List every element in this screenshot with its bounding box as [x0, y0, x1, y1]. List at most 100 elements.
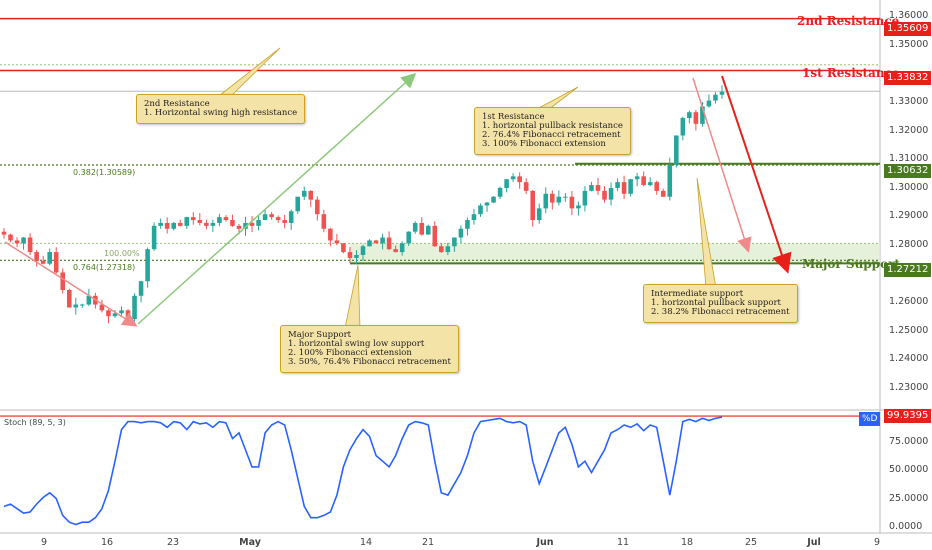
candle-body	[295, 196, 301, 212]
candle-body	[53, 252, 59, 273]
candle-body	[80, 304, 85, 306]
candle-body	[86, 295, 92, 305]
candle-body	[132, 295, 137, 320]
candle-body	[256, 220, 261, 226]
candle-body	[360, 246, 366, 255]
candle-body	[497, 187, 503, 197]
candle-body	[288, 211, 294, 223]
date-tick: 11	[616, 537, 630, 548]
candle-body	[543, 193, 549, 209]
price-tick: 1.35000	[889, 39, 929, 50]
stoch-tick: 75.0000	[889, 436, 929, 447]
candle-body	[269, 214, 274, 218]
major-support-note[interactable]: Major Support 1. horizontal swing low su…	[280, 325, 459, 373]
candle-body	[399, 243, 405, 253]
candle-body	[315, 199, 320, 215]
candle-body	[504, 179, 509, 188]
date-tick: May	[239, 537, 261, 548]
candle-body	[419, 222, 425, 235]
candle-body	[367, 240, 372, 247]
candle-body	[615, 182, 620, 188]
candle-body	[243, 222, 248, 229]
candle-body	[347, 252, 353, 258]
candle-body	[647, 182, 653, 186]
date-tick: 23	[166, 537, 180, 548]
date-tick: 18	[680, 537, 694, 548]
candle-body	[634, 176, 640, 180]
candle-body	[530, 190, 535, 221]
candle-body	[14, 240, 20, 244]
candle-body	[667, 164, 673, 197]
major-support-price-tag: 1.27212	[884, 263, 932, 277]
price-tick: 1.26000	[889, 296, 929, 307]
candle-body	[628, 179, 633, 194]
major-support-label: Major Support	[802, 257, 900, 271]
date-tick: 25	[744, 537, 758, 548]
candle-body	[445, 246, 451, 253]
candle-body	[308, 190, 314, 200]
candle-body	[230, 220, 235, 226]
candle-body	[556, 196, 562, 203]
candle-body	[106, 310, 111, 317]
first-resistance-note[interactable]: 1st Resistance 1. horizontal pullback re…	[474, 107, 631, 155]
candle-body	[478, 205, 483, 215]
uptrend-arrow	[137, 72, 417, 325]
candle-body	[151, 225, 157, 250]
candle-body	[386, 237, 392, 250]
fib-0382-label: 0.382(1.30589)	[73, 168, 136, 177]
candle-body	[223, 217, 229, 221]
candle-body	[393, 249, 398, 253]
candle-body	[373, 240, 379, 244]
date-tick: 9	[873, 537, 881, 548]
candle-body	[706, 100, 712, 107]
date-tick: 16	[100, 537, 114, 548]
stoch-current-tag: 99.9395	[884, 409, 932, 423]
candle-body	[138, 281, 144, 296]
candle-body	[321, 214, 327, 229]
pullback-arrow	[692, 77, 752, 253]
candle-body	[177, 222, 183, 226]
candle-body	[582, 190, 588, 206]
price-tick: 1.25000	[889, 325, 929, 336]
second-resistance-note[interactable]: 2nd Resistance 1. Horizontal swing high …	[136, 94, 306, 124]
candle-body	[99, 304, 105, 311]
candle-body	[282, 220, 287, 223]
candle-body	[40, 260, 46, 264]
candle-body	[569, 196, 575, 209]
candle-body	[491, 196, 496, 203]
candle-body	[471, 214, 477, 221]
candle-body	[334, 240, 340, 244]
intermediate-support-note[interactable]: Intermediate support 1. horizontal pullb…	[643, 284, 798, 323]
candle-body	[713, 94, 718, 101]
candle-body	[8, 234, 13, 241]
candle-body	[654, 182, 660, 191]
candle-body	[517, 176, 522, 183]
date-tick: 9	[40, 537, 48, 548]
candle-body	[510, 176, 516, 180]
major-support-note-pointer	[344, 264, 361, 329]
fib-0764-label: 0.764(1.27318)	[73, 263, 136, 272]
candle-body	[523, 182, 529, 191]
candle-body	[171, 222, 176, 229]
candle-body	[719, 91, 725, 95]
candle-body	[406, 231, 411, 244]
candle-body	[465, 220, 470, 229]
candle-body	[60, 272, 66, 290]
candle-body	[73, 304, 79, 308]
candle-body	[184, 217, 190, 226]
stoch-percent-d-tag[interactable]: %D	[859, 412, 881, 426]
candle-body	[687, 112, 692, 119]
stoch-indicator-label[interactable]: Stoch (89, 5, 3)	[4, 418, 66, 427]
price-tick: 1.30000	[889, 182, 929, 193]
second-resistance-label: 2nd Resistance	[797, 14, 900, 28]
price-tick: 1.32000	[889, 125, 929, 136]
candle-body	[432, 225, 438, 247]
candle-body	[602, 190, 607, 200]
fib-100-label: 100.00%	[104, 249, 140, 258]
candle-body	[66, 289, 72, 308]
candle-body	[1, 231, 7, 235]
price-tick: 1.29000	[889, 210, 929, 221]
candle-body	[693, 112, 699, 124]
candle-body	[674, 135, 679, 165]
